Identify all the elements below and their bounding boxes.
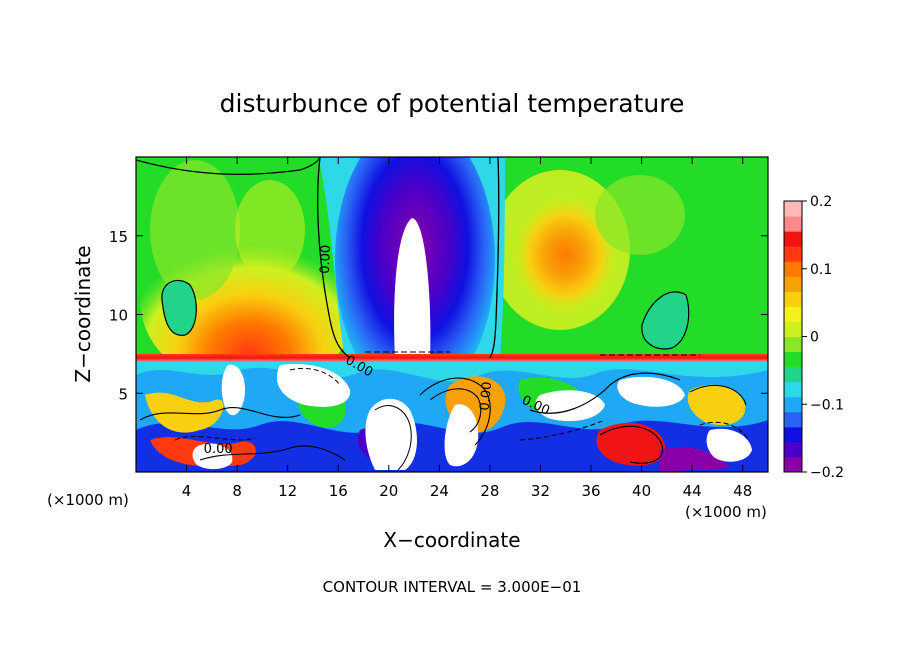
colorbar-tick-label: 0.2	[810, 194, 832, 210]
colorbar-swatch	[784, 411, 802, 428]
colorbar-swatch	[784, 351, 802, 368]
colorbar-swatch	[784, 396, 802, 413]
x-tick-label: 12	[278, 482, 297, 500]
x-tick-label: 28	[480, 482, 499, 500]
x-tick-label: 24	[430, 482, 449, 500]
colorbar-tick-label: −0.2	[810, 465, 844, 481]
contour-interval: CONTOUR INTERVAL = 3.000E−01	[323, 578, 582, 596]
contour-label: 0.00	[478, 381, 495, 411]
colorbar-swatch	[784, 381, 802, 398]
x-tick-label: 40	[632, 482, 651, 500]
y-axis-label: Z−coordinate	[71, 245, 95, 382]
contour-label: 0.00	[204, 442, 233, 457]
x-tick-label: 32	[531, 482, 550, 500]
colorbar-swatch	[784, 246, 802, 262]
colorbar-tick-label: −0.1	[810, 397, 844, 413]
colorbar-swatch	[784, 426, 802, 443]
x-axis-ticks: 4 8 12 16 20 24 28 32 36 40 44 48	[182, 157, 752, 500]
colorbar-swatch	[784, 231, 802, 247]
colorbar: 0.2 0.1 0 −0.1 −0.2	[783, 194, 844, 481]
colorbar-swatch	[784, 456, 802, 473]
contour-label: 0.00	[318, 245, 334, 274]
colorbar-swatch	[784, 306, 802, 322]
contour-labels: 0.000.000.00 0.000.00	[204, 245, 552, 458]
colorbar-swatch	[784, 201, 802, 217]
colorbar-tick-label: 0	[810, 330, 819, 346]
colorbar-swatch	[784, 336, 802, 353]
colorbar-swatch	[784, 261, 802, 277]
x-tick-label: 8	[232, 482, 242, 500]
x-tick-label: 48	[733, 482, 752, 500]
colorbar-swatch	[784, 276, 802, 292]
y-tick-label: 5	[118, 385, 128, 403]
colorbar-swatch	[784, 216, 802, 232]
x-tick-label: 36	[581, 482, 600, 500]
x-unit-right: (×1000 m)	[685, 503, 767, 521]
x-tick-label: 44	[683, 482, 702, 500]
colorbar-swatch	[784, 321, 802, 337]
colorbar-tick-label: 0.1	[810, 262, 832, 278]
colorbar-swatch	[784, 291, 802, 307]
chart-title: disturbunce of potential temperature	[220, 89, 685, 118]
x-tick-label: 20	[379, 482, 398, 500]
y-tick-label: 15	[109, 228, 128, 246]
colorbar-swatch	[784, 366, 802, 383]
x-axis-label: X−coordinate	[383, 528, 520, 552]
x-tick-label: 4	[182, 482, 192, 500]
x-unit-left: (×1000 m)	[47, 491, 129, 509]
contour-field	[136, 157, 768, 472]
y-tick-label: 10	[109, 307, 128, 325]
x-tick-label: 16	[329, 482, 348, 500]
y-axis-ticks: 5 10 15	[109, 228, 768, 403]
colorbar-swatch	[784, 441, 802, 458]
